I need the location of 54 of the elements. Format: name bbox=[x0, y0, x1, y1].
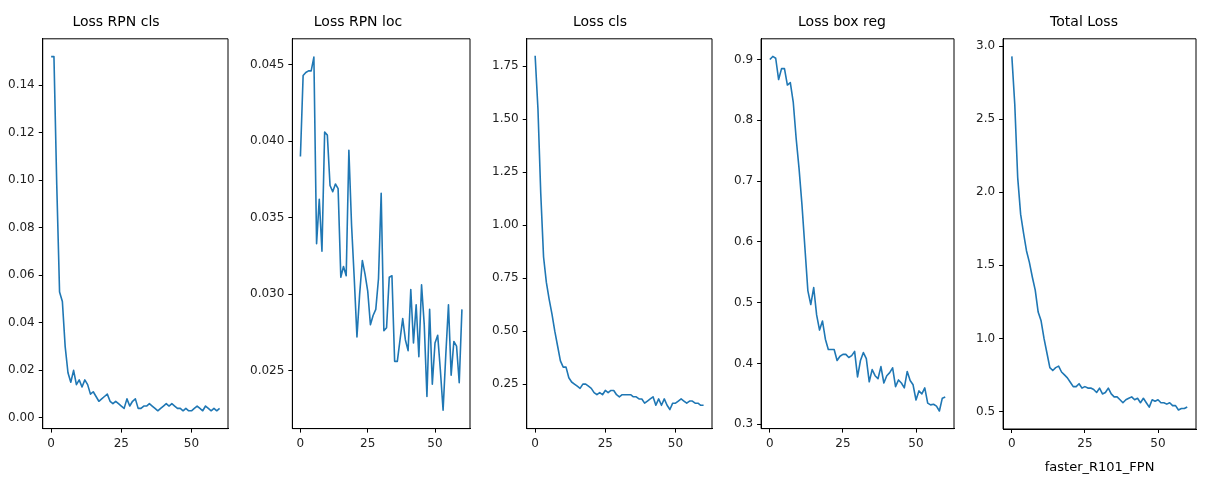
y-tick-label: 2.0 bbox=[975, 184, 996, 199]
y-tick-label: 0.9 bbox=[733, 51, 754, 66]
chart-title: Total Loss bbox=[1049, 13, 1118, 30]
y-tick-label: 0.12 bbox=[8, 124, 35, 139]
y-tick-label: 0.00 bbox=[8, 410, 35, 425]
y-tick-label: 1.25 bbox=[492, 164, 519, 179]
y-tick-label: 0.50 bbox=[492, 323, 519, 338]
x-tick-label: 25 bbox=[113, 435, 129, 450]
y-tick-label: 2.5 bbox=[975, 111, 996, 126]
y-tick-label: 0.10 bbox=[8, 172, 35, 187]
y-tick-label: 0.4 bbox=[733, 355, 754, 370]
x-tick-label: 25 bbox=[360, 435, 376, 450]
chart-title: Loss cls bbox=[572, 13, 628, 30]
y-tick-label: 0.040 bbox=[249, 133, 285, 148]
x-tick-label: 50 bbox=[1150, 436, 1166, 451]
y-tick-label: 1.0 bbox=[975, 330, 996, 345]
chart-title: Loss RPN loc bbox=[313, 13, 403, 30]
x-tick-label: 50 bbox=[183, 435, 200, 450]
y-tick-label: 0.04 bbox=[8, 314, 35, 329]
y-tick-label: 0.025 bbox=[249, 362, 285, 377]
y-tick-label: 0.25 bbox=[492, 376, 519, 391]
x-tick-label: 50 bbox=[908, 435, 924, 450]
x-tick-label: 25 bbox=[1077, 436, 1093, 451]
chart-title: Loss box reg bbox=[798, 13, 886, 30]
y-tick-label: 0.02 bbox=[8, 362, 35, 377]
x-tick-label: 50 bbox=[667, 435, 684, 450]
y-tick-label: 0.045 bbox=[249, 56, 285, 71]
y-tick-label: 1.50 bbox=[492, 111, 519, 126]
y-tick-label: 0.3 bbox=[733, 416, 754, 431]
y-tick-label: 0.5 bbox=[975, 403, 996, 418]
y-tick-label: 0.5 bbox=[733, 294, 754, 309]
y-tick-label: 1.00 bbox=[492, 217, 519, 232]
y-tick-label: 0.06 bbox=[8, 267, 35, 282]
x-tick-label: 25 bbox=[835, 435, 851, 450]
chart-title: Loss RPN cls bbox=[72, 13, 160, 30]
y-tick-label: 0.7 bbox=[733, 173, 754, 188]
y-tick-label: 1.75 bbox=[492, 58, 519, 73]
y-tick-label: 0.8 bbox=[733, 112, 754, 127]
y-tick-label: 0.14 bbox=[8, 77, 35, 92]
x-tick-label: 0 bbox=[1008, 436, 1016, 451]
y-tick-label: 0.030 bbox=[249, 286, 285, 301]
y-tick-label: 0.08 bbox=[8, 219, 35, 234]
x-tick-label: 25 bbox=[597, 435, 613, 450]
x-axis-title: faster_R101_FPN bbox=[1044, 458, 1155, 474]
y-tick-label: 1.5 bbox=[975, 257, 996, 272]
x-tick-label: 50 bbox=[427, 435, 443, 450]
x-tick-label: 0 bbox=[47, 435, 55, 450]
y-tick-label: 0.6 bbox=[733, 234, 754, 249]
x-tick-label: 0 bbox=[766, 435, 774, 450]
y-tick-label: 3.0 bbox=[975, 38, 996, 53]
x-tick-label: 0 bbox=[531, 435, 539, 450]
y-tick-label: 0.75 bbox=[492, 270, 519, 285]
x-tick-label: 0 bbox=[296, 435, 305, 450]
y-tick-label: 0.035 bbox=[249, 209, 285, 224]
